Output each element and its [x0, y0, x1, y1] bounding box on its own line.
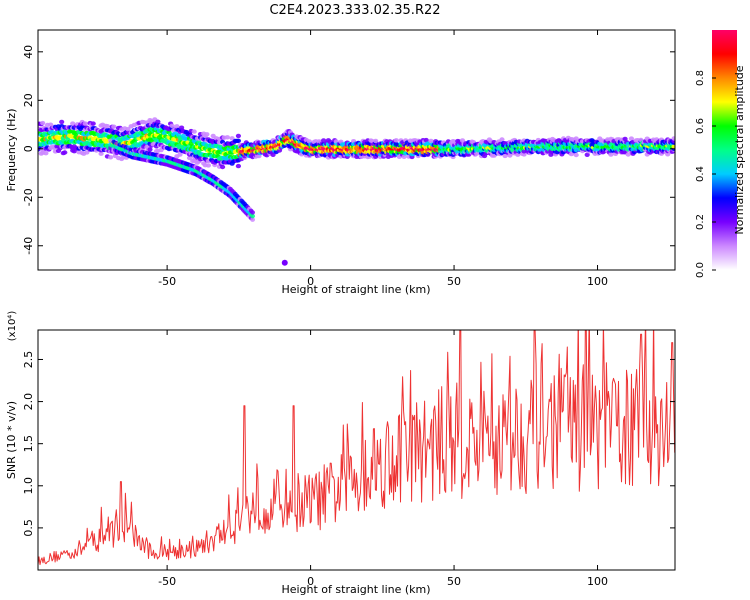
spectrogram-cell	[179, 125, 185, 130]
spectrogram-cell	[59, 119, 65, 125]
colorbar-tick-label: 0.0	[695, 262, 706, 278]
snr-series-line	[38, 330, 675, 566]
spectrogram-cell	[393, 138, 399, 143]
snr-xlabel: Height of straight line (km)	[281, 583, 430, 596]
spectrogram-cell	[104, 124, 110, 129]
spectrogram-xtick-label: 100	[587, 275, 608, 288]
spectrogram-cell	[521, 152, 527, 157]
snr-xtick-label: 100	[587, 575, 608, 588]
snr-ytick-label: 1.5	[22, 435, 35, 453]
snr-ytick-label: 0.5	[22, 519, 35, 537]
snr-ticks: -50 0 50 100 0.5 1.0 1.5 2.0 2.5	[22, 330, 675, 588]
spectrogram-cell	[40, 120, 46, 126]
spectrogram-xlabel: Height of straight line (km)	[281, 283, 430, 296]
spectrogram-ticks: -50 0 50 100 -40 -20 0 20 40	[22, 30, 675, 288]
spectrogram-cell	[499, 137, 505, 142]
colorbar-gradient	[712, 30, 737, 270]
spectrogram-cell	[147, 147, 153, 152]
spectrogram-cell	[281, 259, 288, 266]
spectrogram-ytick-label: 40	[22, 45, 35, 59]
spectrogram-cell	[235, 163, 241, 169]
spectrogram-cell	[250, 217, 256, 222]
spectrogram-cell	[608, 152, 614, 157]
spectrogram-cell	[573, 152, 579, 158]
spectrogram-cell	[82, 121, 88, 126]
snr-xtick-label: -50	[158, 575, 176, 588]
colorbar: 0.0 0.2 0.4 0.6 0.8 Normalized spectral ampl…	[695, 30, 746, 278]
spectrogram-cell	[155, 119, 161, 125]
spectrogram-heat-layer	[38, 117, 675, 266]
snr-scale-label: (x10⁴)	[7, 311, 18, 342]
snr-xtick-label: 0	[307, 575, 314, 588]
spectrogram-cell	[90, 121, 96, 126]
spectrogram-cell	[204, 132, 210, 137]
spectrogram-xtick-label: 50	[447, 275, 461, 288]
spectrogram-cell	[622, 136, 628, 142]
spectrogram-cell	[270, 152, 276, 157]
spectrogram-cell	[250, 210, 256, 215]
spectrogram-ytick-label: -20	[22, 188, 35, 206]
spectrogram-xtick-label: -50	[158, 275, 176, 288]
spectrogram-cell	[235, 138, 241, 143]
spectrogram-cell	[250, 213, 256, 219]
spectrogram-cell	[235, 133, 241, 139]
spectrogram-cell	[502, 153, 508, 159]
spectrogram-cell	[671, 144, 675, 149]
colorbar-ticks: 0.0 0.2 0.4 0.6 0.8	[695, 70, 716, 278]
spectrogram-ytick-label: 20	[22, 93, 35, 107]
colorbar-tick-label: 0.4	[695, 166, 706, 182]
spectrogram-cell	[70, 121, 76, 126]
snr-panel: -50 0 50 100 0.5 1.0 1.5 2.0 2.5 Height of strai…	[5, 311, 676, 596]
spectrogram-cell	[191, 129, 197, 134]
snr-ytick-label: 1.0	[22, 477, 35, 495]
spectrogram-cell	[423, 137, 429, 143]
spectrogram-cell	[186, 155, 193, 161]
spectrogram-ylabel: Frequency (Hz)	[5, 109, 18, 192]
spectrogram-panel: -50 0 50 100 -40 -20 0 20 40 Height of straight …	[5, 29, 676, 296]
spectrogram-cell	[84, 150, 90, 155]
spectrogram-ytick-label: 0	[22, 145, 35, 152]
spectrogram-cell	[177, 152, 183, 157]
colorbar-label: Normalized spectral amplitude	[733, 65, 746, 234]
spectrogram-cell	[224, 135, 230, 140]
colorbar-tick-label: 0.8	[695, 70, 706, 86]
spectrogram-xtick-label: 0	[307, 275, 314, 288]
spectrogram-cell	[158, 147, 164, 153]
spectrogram-cell	[671, 136, 675, 141]
snr-frame	[37, 329, 676, 571]
snr-ytick-label: 2.0	[22, 393, 35, 411]
spectrogram-cell	[401, 154, 407, 159]
spectrogram-ytick-label: -40	[22, 237, 35, 255]
spectrogram-frame	[37, 29, 676, 271]
spectrogram-cell	[98, 151, 104, 156]
spectrogram-cell	[205, 163, 211, 168]
spectrogram-cell	[220, 164, 226, 170]
spectrogram-cell	[62, 150, 68, 155]
snr-xtick-label: 50	[447, 575, 461, 588]
spectrogram-cell	[584, 152, 590, 157]
snr-ytick-label: 2.5	[22, 351, 35, 369]
spectrogram-cell	[43, 151, 49, 156]
snr-plot-area	[38, 330, 675, 570]
spectrogram-cell	[108, 155, 114, 160]
snr-ylabel: SNR (10 * v/v)	[5, 401, 18, 479]
spectrogram-cell	[373, 138, 379, 144]
spectrogram-cell	[125, 127, 131, 132]
figure-title: C2E4.2023.333.02.35.R22	[269, 3, 440, 18]
colorbar-tick-label: 0.2	[695, 214, 706, 230]
spectrogram-cell	[174, 124, 180, 129]
spectrogram-cell	[111, 124, 117, 129]
spectrogram-cell	[169, 123, 175, 128]
spectrogram-cell	[628, 136, 635, 141]
colorbar-tick-label: 0.6	[695, 118, 706, 134]
spectrogram-cell	[428, 138, 434, 144]
